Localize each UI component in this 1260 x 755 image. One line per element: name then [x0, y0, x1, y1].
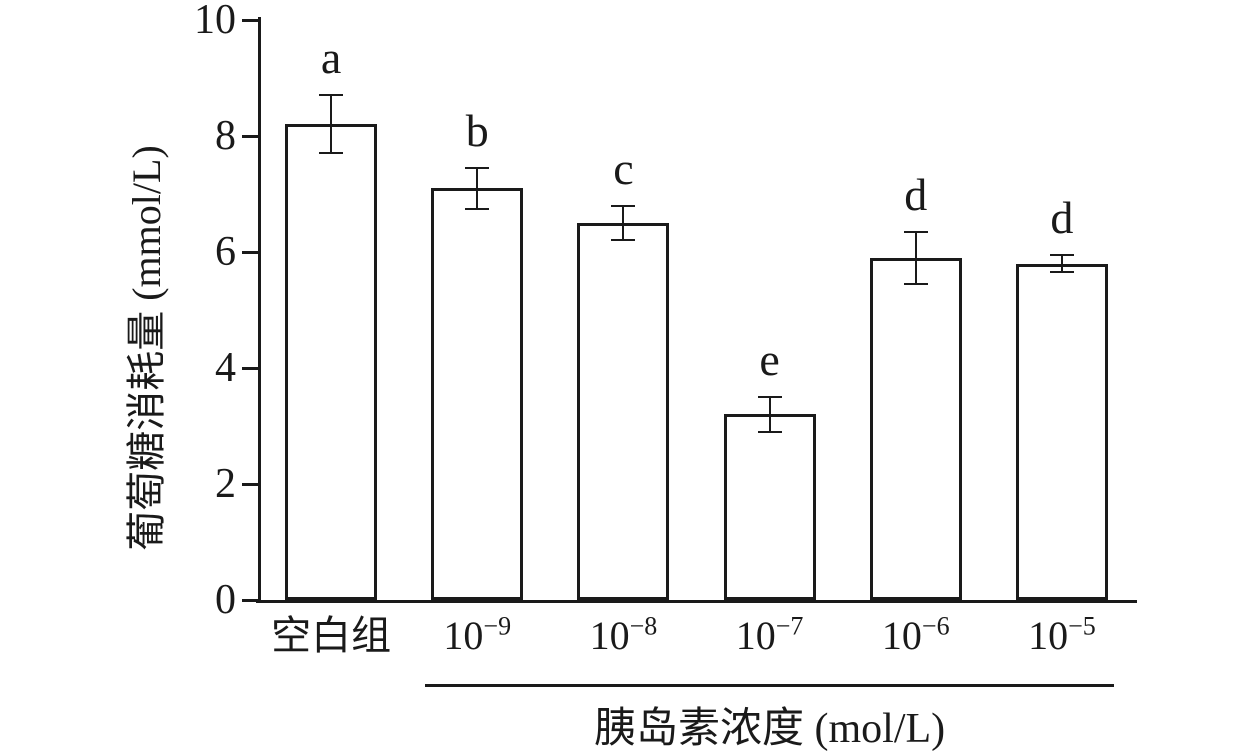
- x-axis-line: [256, 600, 1137, 603]
- error-bar-bottom-cap: [465, 207, 490, 210]
- significance-letter: d: [1050, 191, 1074, 243]
- y-tick-label: 0: [215, 577, 236, 623]
- error-bar: [768, 397, 771, 432]
- x-category-label: 10−5: [989, 612, 1135, 660]
- x-category-label: 空白组: [271, 613, 392, 658]
- bar: [723, 414, 816, 600]
- significance-letter: a: [320, 32, 342, 84]
- y-tick-label: 6: [215, 229, 236, 275]
- y-tick-mark: [242, 366, 258, 370]
- error-bar-top-cap: [465, 166, 490, 169]
- category-exponent: −8: [629, 611, 658, 641]
- y-tick-label: 4: [215, 345, 236, 391]
- bar: [869, 257, 962, 600]
- x-category-label: 10−9: [404, 612, 550, 660]
- error-bar-top-cap: [903, 230, 928, 233]
- y-tick-label: 8: [215, 113, 236, 159]
- error-bar-top-cap: [611, 204, 636, 207]
- y-tick-mark: [242, 482, 258, 486]
- category-base: 10: [589, 613, 630, 658]
- error-bar-top-cap: [757, 396, 782, 398]
- y-tick-mark: [242, 134, 258, 138]
- error-bar: [622, 205, 625, 241]
- bar: [431, 188, 524, 600]
- y-tick-mark: [242, 598, 258, 602]
- error-bar-top-cap: [1049, 253, 1074, 256]
- error-bar: [914, 231, 917, 284]
- y-tick-mark: [242, 18, 258, 22]
- bar: [577, 223, 670, 600]
- x-category-label: 10−8: [550, 612, 696, 660]
- error-bar: [476, 167, 479, 209]
- category-exponent: −9: [483, 611, 512, 641]
- significance-letter: d: [904, 168, 928, 220]
- error-bar-bottom-cap: [903, 282, 928, 285]
- category-exponent: −6: [921, 611, 950, 641]
- error-bar-bottom-cap: [757, 430, 782, 433]
- significance-letter: c: [613, 142, 634, 194]
- x-axis-label: 胰岛素浓度 (mol/L): [594, 706, 946, 752]
- x-category-label: 10−6: [843, 612, 989, 660]
- bar: [1015, 263, 1108, 600]
- x-category-label: 10−7: [697, 612, 843, 660]
- error-bar-bottom-cap: [611, 239, 636, 242]
- category-base: 10: [735, 613, 776, 658]
- x-group-underline: [425, 684, 1114, 687]
- category-base: 10: [443, 613, 484, 658]
- error-bar: [1060, 254, 1063, 273]
- y-tick-label: 2: [215, 461, 236, 507]
- y-axis-line: [258, 17, 261, 603]
- significance-letter: b: [465, 104, 489, 156]
- category-base: 10: [1028, 613, 1069, 658]
- y-tick-label: 10: [194, 0, 236, 43]
- error-bar-bottom-cap: [1049, 271, 1074, 274]
- error-bar: [330, 95, 333, 154]
- category-exponent: −7: [775, 611, 804, 641]
- y-tick-mark: [242, 250, 258, 254]
- bar: [285, 124, 378, 600]
- error-bar-top-cap: [319, 94, 344, 97]
- category-exponent: −5: [1068, 611, 1096, 641]
- error-bar-bottom-cap: [319, 152, 344, 155]
- significance-letter: e: [759, 334, 780, 385]
- category-base: 10: [881, 613, 922, 658]
